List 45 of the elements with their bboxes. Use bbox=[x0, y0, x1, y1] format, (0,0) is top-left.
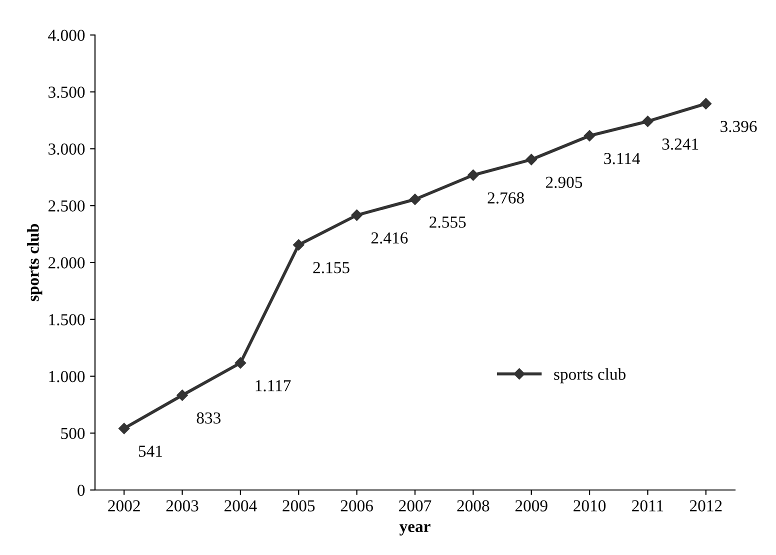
point bbox=[118, 422, 130, 434]
point bbox=[642, 116, 654, 127]
point bbox=[700, 98, 712, 110]
y-tick-label: 2.500 bbox=[48, 200, 85, 212]
x-tick-label: 2006 bbox=[340, 500, 373, 512]
data-label: 833 bbox=[196, 412, 221, 424]
data-label: 3.114 bbox=[604, 152, 640, 164]
x-tick-label: 2005 bbox=[282, 500, 315, 512]
y-tick-label: 1.500 bbox=[49, 314, 85, 326]
point bbox=[176, 390, 188, 401]
x-tick-label: 2004 bbox=[224, 500, 257, 512]
data-label: 2.905 bbox=[546, 176, 582, 188]
point bbox=[234, 357, 246, 369]
y-tick-label: 1.000 bbox=[49, 370, 85, 382]
data-label: 2.155 bbox=[313, 262, 350, 274]
point bbox=[468, 170, 479, 181]
y-axis-title: sports club bbox=[27, 224, 42, 302]
point bbox=[293, 239, 304, 250]
data-label: 2.416 bbox=[371, 232, 408, 244]
data-label: 2.555 bbox=[430, 216, 466, 228]
point bbox=[584, 130, 596, 142]
x-tick-label: 2008 bbox=[457, 500, 490, 512]
y-tick-label: 500 bbox=[61, 428, 85, 440]
x-tick-label: 2009 bbox=[515, 500, 548, 512]
y-tick-label: 4.000 bbox=[48, 30, 85, 42]
data-label: 2.768 bbox=[488, 192, 524, 204]
x-tick-label: 2003 bbox=[166, 500, 198, 512]
x-tick-label: 2012 bbox=[690, 500, 722, 512]
x-tick-label: 2002 bbox=[108, 500, 140, 512]
y-tick-label: 3.500 bbox=[48, 86, 85, 98]
point bbox=[351, 210, 362, 221]
y-tick-label: 3.000 bbox=[48, 143, 85, 155]
x-tick-label: 2011 bbox=[632, 500, 664, 512]
x-tick-label: 2010 bbox=[574, 500, 606, 512]
point bbox=[526, 154, 537, 166]
y-tick-label: 2.000 bbox=[48, 257, 85, 269]
data-label: 3.396 bbox=[720, 120, 757, 132]
x-tick-label: 2007 bbox=[399, 500, 432, 512]
point bbox=[409, 194, 421, 205]
data-label: 1.117 bbox=[256, 380, 291, 392]
legend-label: sports club bbox=[554, 368, 626, 384]
data-label: 3.241 bbox=[662, 138, 698, 150]
y-tick-label: 0 bbox=[78, 484, 85, 496]
x-axis-title: year bbox=[399, 524, 430, 536]
data-label: 541 bbox=[138, 446, 162, 457]
